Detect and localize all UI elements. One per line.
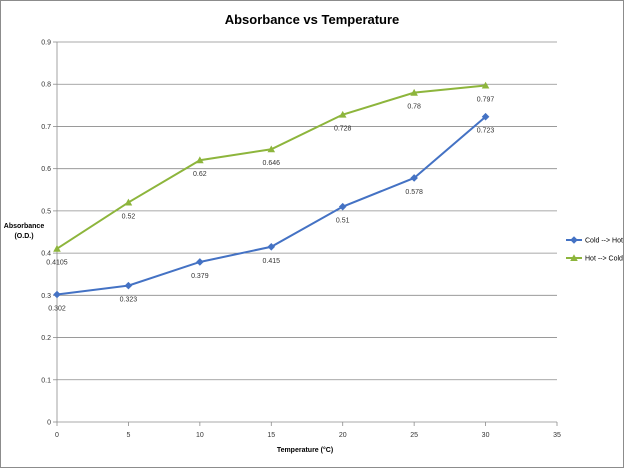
y-tick-label: 0.5 bbox=[41, 208, 51, 215]
y-axis-label-line: Absorbance bbox=[4, 223, 45, 230]
x-tick-label: 15 bbox=[267, 432, 275, 439]
data-point-marker bbox=[338, 202, 347, 211]
data-point-marker bbox=[570, 254, 578, 262]
data-point-marker bbox=[267, 145, 276, 153]
x-tick-label: 30 bbox=[482, 432, 490, 439]
data-point-marker bbox=[410, 88, 418, 96]
data-label: 0.78 bbox=[407, 104, 421, 111]
legend-label: Cold --> Hot bbox=[585, 238, 623, 245]
y-tick-label: 0.7 bbox=[41, 124, 51, 131]
x-tick-label: 35 bbox=[553, 432, 561, 439]
x-tick-label: 25 bbox=[410, 432, 418, 439]
y-tick-label: 0.3 bbox=[41, 293, 51, 300]
y-tick-label: 0 bbox=[47, 420, 51, 427]
data-label: 0.723 bbox=[477, 128, 495, 135]
y-tick-label: 0.1 bbox=[41, 377, 51, 384]
x-tick-label: 5 bbox=[126, 432, 130, 439]
legend: Cold --> Hot Hot --> Cold bbox=[566, 236, 623, 263]
y-tick-label: 0.4 bbox=[41, 251, 51, 258]
data-point-marker bbox=[53, 290, 61, 299]
data-point-marker bbox=[196, 258, 204, 266]
y-axis-label: Absorbance (O.D.) bbox=[4, 223, 45, 240]
data-label: 0.62 bbox=[193, 171, 207, 178]
y-tick-label: 0.8 bbox=[41, 82, 51, 89]
data-label: 0.578 bbox=[405, 189, 423, 196]
y-tick-label: 0.2 bbox=[41, 335, 51, 342]
x-tick-label: 0 bbox=[55, 432, 59, 439]
legend-label: Hot --> Cold bbox=[585, 256, 623, 263]
data-label: 0.52 bbox=[122, 213, 136, 220]
x-axis-ticks: 0 5 10 15 20 25 30 35 bbox=[55, 422, 561, 439]
data-label: 0.323 bbox=[120, 297, 138, 304]
chart-title: Absorbance vs Temperature bbox=[225, 12, 400, 27]
y-tick-label: 0.9 bbox=[41, 40, 51, 47]
x-tick-label: 10 bbox=[196, 432, 204, 439]
data-point-marker bbox=[124, 198, 133, 206]
y-axis-ticks: 0 0.1 0.2 0.3 0.4 0.5 0.6 0.7 0.8 0.9 bbox=[41, 40, 57, 427]
data-label: 0.302 bbox=[48, 305, 66, 312]
data-label: 0.379 bbox=[191, 273, 209, 280]
data-label: 0.646 bbox=[263, 160, 281, 167]
legend-item: Hot --> Cold bbox=[566, 254, 623, 263]
data-label: 0.415 bbox=[263, 258, 281, 265]
legend-item: Cold --> Hot bbox=[566, 236, 623, 245]
series-cold-to-hot: 0.302 0.323 0.379 0.415 0.51 0.578 0.723 bbox=[48, 112, 495, 312]
data-label: 0.4105 bbox=[46, 260, 68, 267]
series-line bbox=[56, 115, 487, 296]
data-series: 0.3020.3230.3790.4150.510.5780.7230.4105… bbox=[46, 81, 495, 312]
data-label: 0.797 bbox=[477, 96, 495, 103]
data-point-marker bbox=[267, 242, 276, 251]
axes bbox=[56, 42, 557, 423]
series-hot-to-cold: 0.4105 0.52 0.62 0.646 0.728 0.78 0.797 bbox=[46, 81, 495, 267]
data-point-marker bbox=[570, 236, 578, 244]
data-point-marker bbox=[124, 281, 133, 290]
data-point-marker bbox=[410, 174, 418, 182]
data-point-marker bbox=[481, 81, 490, 89]
data-label: 0.728 bbox=[334, 126, 352, 133]
y-axis-label-line: (O.D.) bbox=[14, 233, 33, 240]
data-point-marker bbox=[196, 156, 204, 164]
data-point-marker bbox=[338, 110, 347, 118]
data-point-marker bbox=[481, 112, 490, 121]
x-tick-label: 20 bbox=[339, 432, 347, 439]
y-tick-label: 0.6 bbox=[41, 166, 51, 173]
data-point-marker bbox=[53, 244, 61, 252]
data-label: 0.51 bbox=[336, 218, 350, 225]
x-axis-label: Temperature (°C) bbox=[277, 446, 333, 454]
gridlines bbox=[57, 41, 557, 381]
